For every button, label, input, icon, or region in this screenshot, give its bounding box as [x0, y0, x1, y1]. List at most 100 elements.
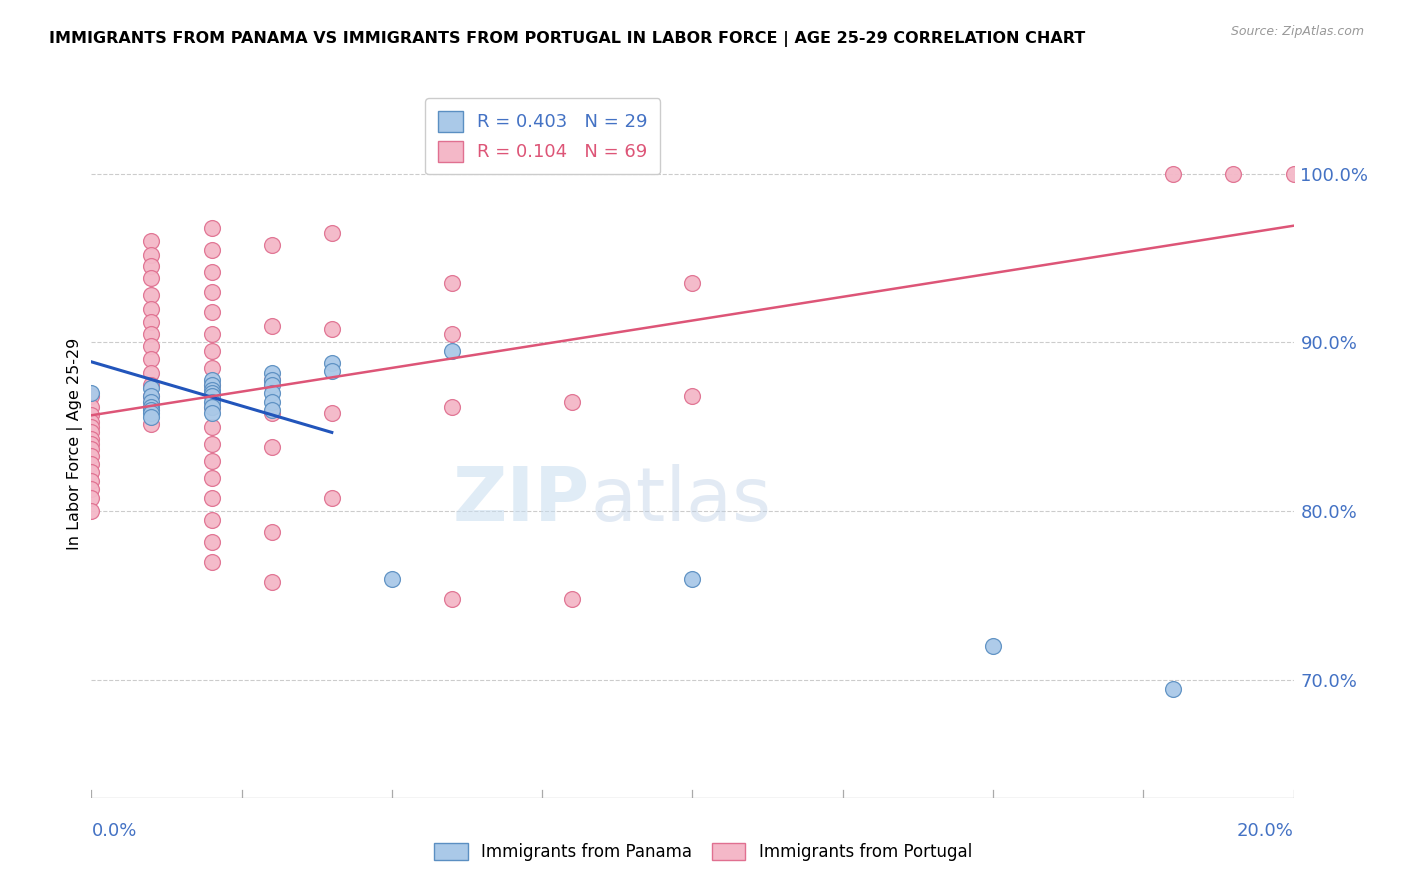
- Point: [80, 389, 103, 403]
- Point: [260, 406, 283, 420]
- Text: IMMIGRANTS FROM PANAMA VS IMMIGRANTS FROM PORTUGAL IN LABOR FORCE | AGE 25-29 CO: IMMIGRANTS FROM PANAMA VS IMMIGRANTS FRO…: [49, 31, 1085, 47]
- Point: [80, 491, 103, 505]
- Point: [201, 437, 224, 451]
- Point: [201, 386, 224, 401]
- Point: [1161, 681, 1184, 696]
- Point: [321, 226, 343, 240]
- Point: [381, 572, 404, 586]
- Point: [1222, 167, 1244, 181]
- Point: [440, 400, 463, 414]
- Point: [260, 318, 283, 333]
- Point: [201, 400, 224, 414]
- Point: [80, 449, 103, 463]
- Point: [1161, 167, 1184, 181]
- Point: [201, 377, 224, 392]
- Point: [260, 386, 283, 401]
- Point: [80, 483, 103, 497]
- Point: [201, 513, 224, 527]
- Text: atlas: atlas: [591, 464, 772, 537]
- Point: [141, 417, 163, 431]
- Point: [201, 326, 224, 341]
- Text: Source: ZipAtlas.com: Source: ZipAtlas.com: [1230, 25, 1364, 38]
- Point: [201, 220, 224, 235]
- Point: [201, 383, 224, 397]
- Point: [201, 373, 224, 387]
- Point: [80, 504, 103, 518]
- Point: [260, 373, 283, 387]
- Point: [80, 474, 103, 488]
- Y-axis label: In Labor Force | Age 25-29: In Labor Force | Age 25-29: [67, 338, 83, 549]
- Text: 20.0%: 20.0%: [1237, 822, 1294, 840]
- Point: [80, 425, 103, 439]
- Point: [80, 400, 103, 414]
- Point: [141, 271, 163, 285]
- Point: [260, 403, 283, 417]
- Point: [141, 301, 163, 316]
- Point: [201, 400, 224, 414]
- Point: [141, 326, 163, 341]
- Point: [201, 285, 224, 299]
- Point: [141, 400, 163, 414]
- Point: [141, 234, 163, 248]
- Point: [80, 442, 103, 456]
- Point: [80, 420, 103, 434]
- Legend: Immigrants from Panama, Immigrants from Portugal: Immigrants from Panama, Immigrants from …: [427, 836, 979, 868]
- Point: [260, 366, 283, 380]
- Point: [681, 277, 703, 291]
- Point: [260, 373, 283, 387]
- Point: [321, 322, 343, 336]
- Point: [141, 409, 163, 424]
- Point: [201, 264, 224, 278]
- Point: [141, 260, 163, 274]
- Point: [201, 453, 224, 467]
- Point: [141, 288, 163, 302]
- Point: [201, 470, 224, 484]
- Point: [201, 420, 224, 434]
- Point: [141, 248, 163, 262]
- Point: [260, 394, 283, 409]
- Point: [981, 640, 1004, 654]
- Point: [141, 394, 163, 409]
- Point: [80, 386, 103, 401]
- Point: [80, 408, 103, 422]
- Point: [321, 364, 343, 378]
- Point: [80, 415, 103, 429]
- Point: [260, 377, 283, 392]
- Point: [201, 394, 224, 409]
- Point: [201, 377, 224, 392]
- Legend: R = 0.403   N = 29, R = 0.104   N = 69: R = 0.403 N = 29, R = 0.104 N = 69: [425, 98, 661, 174]
- Point: [681, 572, 703, 586]
- Point: [260, 575, 283, 590]
- Point: [321, 491, 343, 505]
- Point: [561, 394, 583, 409]
- Point: [201, 555, 224, 569]
- Point: [141, 377, 163, 392]
- Point: [201, 243, 224, 257]
- Point: [141, 403, 163, 417]
- Point: [260, 237, 283, 252]
- Point: [201, 491, 224, 505]
- Point: [201, 389, 224, 403]
- Point: [141, 389, 163, 403]
- Point: [141, 366, 163, 380]
- Text: ZIP: ZIP: [453, 464, 591, 537]
- Point: [141, 403, 163, 417]
- Point: [561, 592, 583, 607]
- Point: [141, 352, 163, 367]
- Point: [201, 534, 224, 549]
- Point: [80, 457, 103, 471]
- Point: [201, 360, 224, 375]
- Point: [260, 524, 283, 539]
- Point: [681, 389, 703, 403]
- Point: [141, 389, 163, 403]
- Point: [201, 406, 224, 420]
- Point: [201, 343, 224, 358]
- Point: [321, 406, 343, 420]
- Point: [440, 277, 463, 291]
- Point: [440, 592, 463, 607]
- Point: [80, 432, 103, 446]
- Point: [201, 305, 224, 319]
- Text: 0.0%: 0.0%: [91, 822, 136, 840]
- Point: [260, 440, 283, 454]
- Point: [141, 381, 163, 395]
